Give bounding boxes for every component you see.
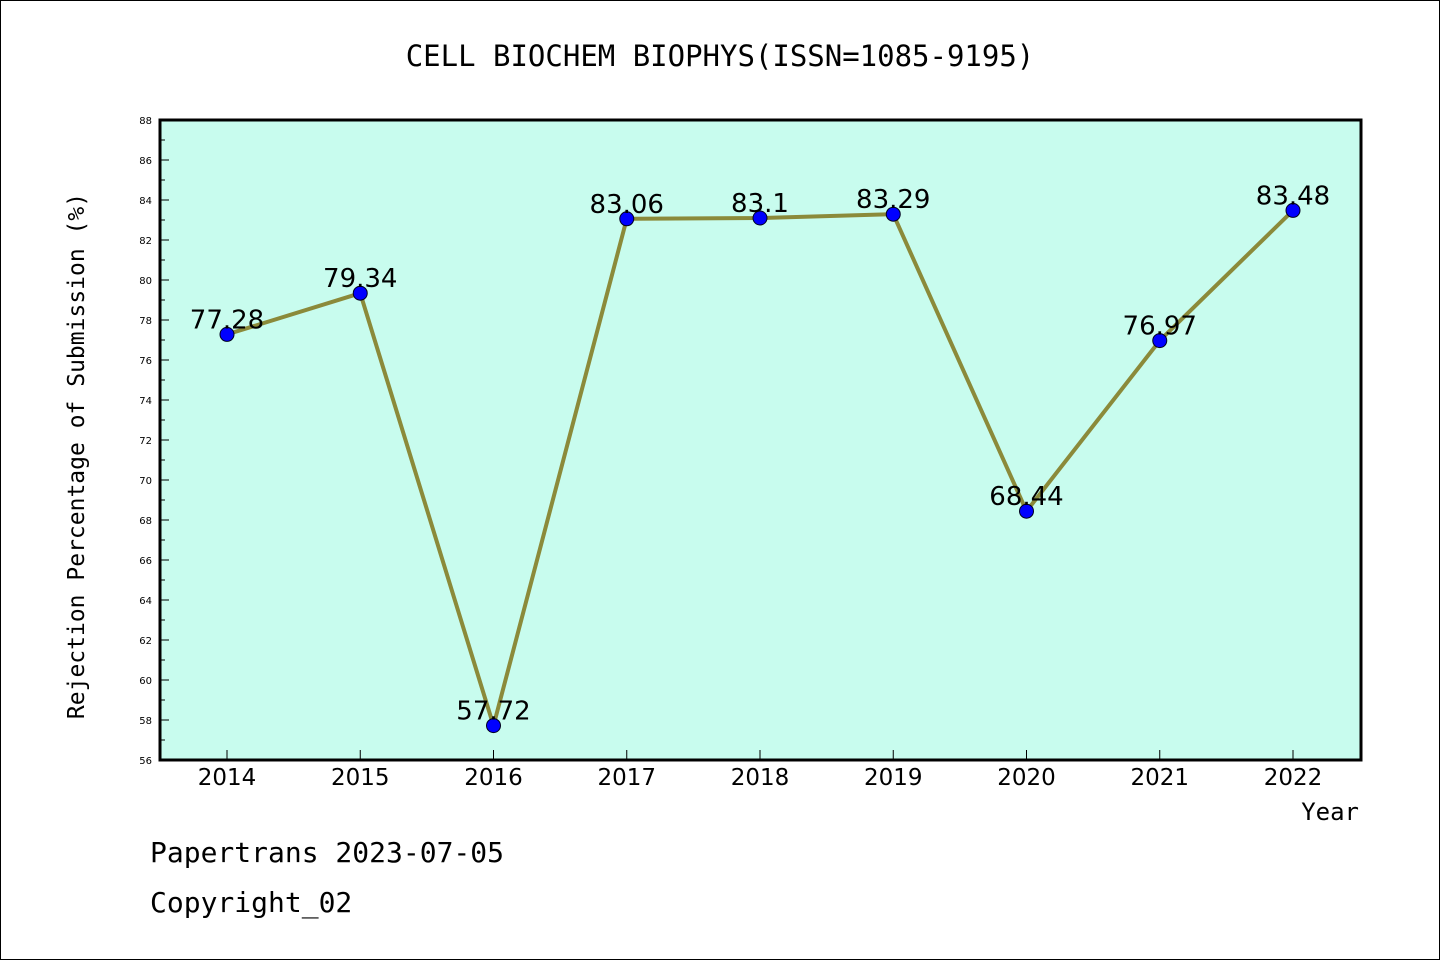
data-labels: 77.28 79.34 57.72 83.06 83.1 83.29 68.44 76.97 8… [190,181,1330,726]
data-label: 83.1 [731,189,789,219]
y-tick-label: 64 [139,596,152,607]
data-point [619,211,635,227]
data-point [885,206,901,222]
data-label: 83.48 [1256,181,1330,211]
y-tick-label: 70 [139,476,152,487]
x-tick-label: 2017 [597,765,656,791]
y-tick-label: 86 [139,156,152,167]
y-tick-label: 82 [139,236,152,247]
data-label: 57.72 [456,697,530,727]
y-tick-label: 74 [139,396,152,407]
data-label: 79.34 [323,264,397,294]
data-point [1285,202,1301,218]
y-tick-label: 84 [139,196,152,207]
data-label: 76.97 [1123,312,1197,342]
y-tick-label: 78 [139,316,152,327]
y-tick-label: 60 [139,676,152,687]
plot-area [160,120,1361,760]
x-axis-label: Year [1301,798,1359,826]
data-point [219,326,235,342]
data-point [352,285,368,301]
y-tick-label: 58 [139,716,152,727]
y-tick-label: 76 [139,356,152,367]
x-tick-label: 2019 [864,765,923,791]
y-tick-label: 72 [139,436,152,447]
x-tick-label: 2014 [198,765,257,791]
data-point [1152,333,1168,349]
x-tick-label: 2021 [1130,765,1189,791]
plot-border [158,118,1363,762]
x-tick-label: 2016 [464,765,523,791]
y-tick-label: 68 [139,516,152,527]
series-markers [219,202,1301,734]
data-point [486,718,501,734]
y-tick-label: 62 [139,636,152,647]
y-tick-label: 56 [139,756,152,767]
y-tick-label: 88 [139,116,152,127]
x-axis-ticks: 2014 2015 2016 2017 2018 2019 2020 2021 2022 [198,750,1323,791]
data-label: 83.29 [856,185,930,215]
data-point [752,210,768,226]
y-tick-label: 66 [139,556,152,567]
data-point [1019,503,1034,519]
x-tick-label: 2020 [997,765,1056,791]
footer-copyright: Copyright_02 [150,886,353,919]
x-tick-label: 2022 [1264,765,1323,791]
y-tick-label: 80 [139,276,152,287]
x-tick-label: 2015 [331,765,390,791]
data-label: 68.44 [989,482,1063,512]
data-label: 83.06 [590,190,664,220]
data-label: 77.28 [190,305,264,335]
footer-date: Papertrans 2023-07-05 [150,836,505,869]
chart-title: CELL BIOCHEM BIOPHYS(ISSN=1085-9195) [406,39,1035,73]
x-tick-label: 2018 [731,765,790,791]
y-axis-label: Rejection Percentage of Submission (%) [64,193,90,719]
